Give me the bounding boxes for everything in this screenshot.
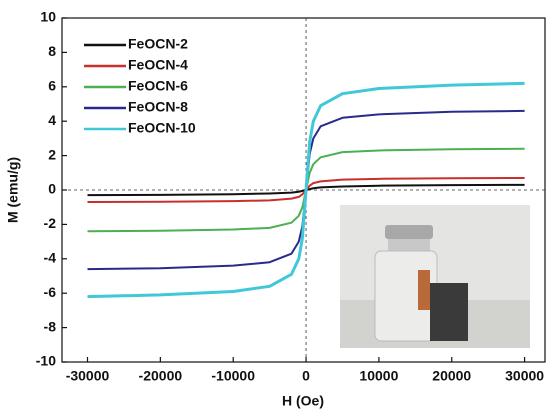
x-axis-label: H (Oe)	[282, 393, 324, 409]
y-tick-label: 2	[48, 146, 56, 162]
x-tick-label: 0	[302, 368, 310, 384]
vial-cap	[385, 225, 433, 239]
y-tick-label: -10	[36, 353, 56, 369]
x-tick-label: 30000	[505, 368, 544, 384]
inset-photo	[340, 205, 530, 348]
vial-powder	[418, 270, 430, 310]
y-tick-label: -6	[44, 284, 57, 300]
legend-label: FeOCN-2	[128, 36, 188, 52]
x-tick-label: -20000	[139, 368, 183, 384]
y-tick-label: 4	[48, 112, 56, 128]
vial-neck	[388, 239, 430, 251]
x-tick-label: 20000	[432, 368, 471, 384]
y-axis-label: M (emu/g)	[5, 157, 21, 223]
y-tick-label: -8	[44, 318, 57, 334]
series-line	[87, 81, 525, 299]
y-tick-label: 0	[48, 181, 56, 197]
y-tick-label: 6	[48, 78, 56, 94]
x-tick-label: -10000	[211, 368, 255, 384]
y-tick-label: -4	[44, 250, 57, 266]
legend-label: FeOCN-4	[128, 57, 188, 73]
magnet	[430, 283, 468, 341]
legend-label: FeOCN-10	[128, 120, 196, 136]
x-tick-label: -30000	[66, 368, 110, 384]
y-tick-label: -2	[44, 215, 57, 231]
y-tick-label: 10	[40, 9, 56, 25]
legend-label: FeOCN-6	[128, 78, 188, 94]
x-tick-label: 10000	[359, 368, 398, 384]
legend-label: FeOCN-8	[128, 99, 188, 115]
y-tick-label: 8	[48, 43, 56, 59]
